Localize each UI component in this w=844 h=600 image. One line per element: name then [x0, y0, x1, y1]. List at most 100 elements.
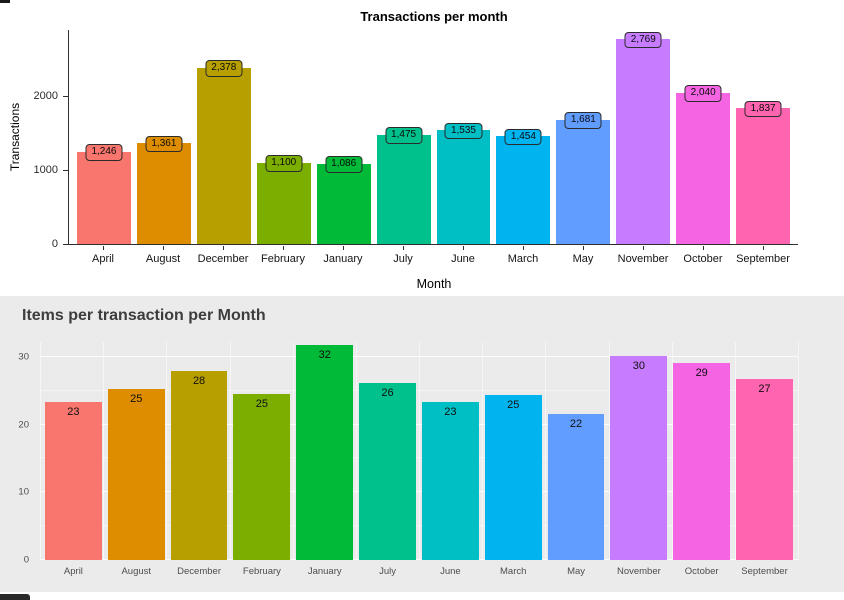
bar-column-september: 1,837 — [733, 30, 793, 244]
x-tick-august: August — [133, 246, 193, 265]
gridline-vertical — [608, 342, 610, 560]
bar-value-label: 27 — [758, 382, 771, 395]
x-tick-may: May — [553, 246, 613, 265]
x-tick-october: October — [684, 566, 719, 577]
x-tick-february: February — [253, 246, 313, 265]
bar-column-may: 22 — [545, 342, 608, 560]
bar-february — [233, 394, 291, 560]
gridline-vertical — [671, 342, 673, 560]
gridline-vertical — [355, 342, 357, 560]
bar-april — [45, 401, 102, 560]
bar-column-october: 29 — [670, 342, 733, 560]
bar-value-label: 23 — [67, 405, 80, 418]
bar-september — [736, 108, 791, 244]
y-tick-label: 30 — [18, 351, 29, 363]
x-tick-july: July — [373, 246, 433, 265]
screen-edge-artifact-top — [0, 0, 10, 3]
bar-february — [256, 162, 311, 244]
bar-january — [296, 345, 354, 560]
y-tick-label: 0 — [51, 238, 58, 250]
bar-value-label: 30 — [632, 360, 645, 373]
x-tick-september: September — [741, 566, 788, 577]
bar-value-label: 1,681 — [564, 112, 602, 129]
bar-column-june: 1,535 — [434, 30, 494, 244]
bar-column-december: 28 — [168, 342, 231, 560]
bar-column-november: 30 — [607, 342, 670, 560]
bar-column-april: 1,246 — [74, 30, 134, 244]
x-axis-title: Month — [416, 277, 452, 291]
bar-december — [170, 371, 228, 560]
x-axis: April August December February January July Ju… — [40, 566, 798, 577]
bar-may — [556, 119, 611, 244]
x-tick-april: April — [73, 246, 133, 265]
y-tick-mark — [63, 95, 68, 97]
bar-value-label: 1,246 — [85, 144, 123, 161]
x-tick-november: November — [613, 246, 673, 265]
x-tick-may: May — [567, 566, 586, 577]
bar-column-february: 1,100 — [254, 30, 314, 244]
bar-value-label: 1,475 — [385, 127, 423, 144]
bar-march — [484, 394, 542, 560]
bar-column-march: 1,454 — [493, 30, 553, 244]
x-tick-april: April — [63, 566, 83, 577]
x-tick-december: December — [193, 246, 253, 265]
bar-column-january: 1,086 — [314, 30, 374, 244]
bar-december — [196, 67, 251, 244]
bar-value-label: 25 — [130, 392, 143, 405]
bar-value-label: 32 — [318, 349, 331, 362]
bar-value-label: 1,100 — [265, 155, 303, 172]
bar-value-label: 28 — [192, 375, 206, 388]
transactions-per-month-chart: Transactions per month Transactions 0 100… — [0, 0, 844, 296]
y-axis: 0 1000 2000 — [18, 30, 68, 250]
bar-value-label: 1,454 — [504, 128, 542, 146]
bar-column-january: 32 — [293, 342, 356, 560]
x-tick-july: July — [379, 566, 396, 577]
bar-column-july: 26 — [356, 342, 419, 560]
bar-october — [673, 363, 731, 560]
bar-may — [547, 414, 605, 560]
bar-column-june: 23 — [419, 342, 482, 560]
y-tick-mark — [63, 170, 68, 171]
chart-title: Transactions per month — [360, 9, 508, 24]
x-tick-january: January — [307, 566, 342, 577]
x-axis: April August December February January July Ju… — [68, 246, 798, 265]
bar-value-label: 29 — [695, 367, 708, 379]
items-per-transaction-chart: Items per transaction per Month 0 10 20 30 … — [0, 296, 844, 592]
x-tick-march: March — [493, 246, 553, 265]
y-tick-label: 1000 — [33, 164, 58, 176]
x-tick-january: January — [313, 246, 373, 265]
bar-column-april: 23 — [42, 342, 105, 560]
plot-area: 23 25 28 25 32 26 23 25 22 30 29 27 — [40, 342, 799, 560]
bar-value-label: 2,769 — [624, 31, 662, 48]
x-tick-august: August — [121, 566, 152, 577]
bar-april — [77, 151, 131, 244]
bar-column-september: 27 — [733, 342, 796, 560]
bar-january — [316, 163, 371, 244]
bar-value-label: 2,040 — [684, 85, 722, 102]
y-tick-label: 10 — [18, 486, 29, 498]
bar-column-august: 25 — [105, 342, 168, 560]
bar-november — [616, 39, 671, 244]
gridline-vertical — [103, 342, 105, 560]
bar-august — [136, 143, 191, 244]
y-tick-mark — [63, 244, 68, 245]
gridline-vertical — [482, 342, 484, 560]
bar-column-march: 25 — [482, 342, 545, 560]
bar-july — [376, 134, 431, 244]
bar-column-november: 2,769 — [613, 30, 673, 244]
bar-value-label: 26 — [381, 387, 394, 400]
screen-edge-artifact-bottom — [0, 594, 30, 600]
bar-value-label: 2,378 — [205, 60, 243, 77]
gridline-vertical — [545, 342, 547, 560]
x-tick-september: September — [733, 246, 793, 265]
chart-title: Items per transaction per Month — [22, 307, 266, 324]
gridline-vertical — [40, 342, 41, 560]
bar-value-label: 1,361 — [145, 135, 183, 153]
x-tick-march: March — [500, 566, 527, 577]
x-tick-november: November — [616, 566, 661, 577]
bar-column-october: 2,040 — [673, 30, 733, 244]
plot-area: 1,246 1,361 2,378 1,100 1,086 1,475 1,535 1,454… — [68, 30, 798, 245]
bar-value-label: 22 — [569, 418, 583, 431]
bar-column-february: 25 — [230, 342, 293, 560]
bar-column-december: 2,378 — [194, 30, 254, 244]
